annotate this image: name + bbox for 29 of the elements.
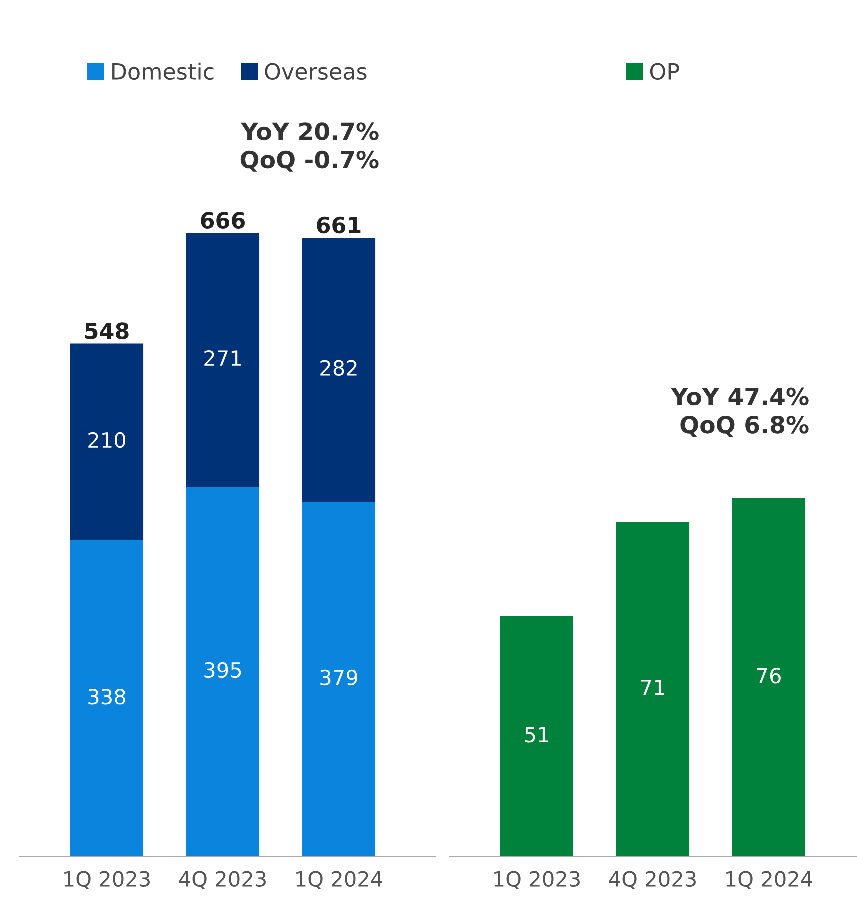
total-label: 661 — [317, 216, 361, 234]
data-label: 76 — [757, 668, 781, 684]
total-label: 666 — [201, 212, 245, 229]
legend-label: OP — [650, 63, 680, 80]
data-label: 51 — [525, 727, 548, 743]
data-label: 71 — [641, 680, 664, 696]
x-tick-label: 1Q 2023 — [64, 871, 150, 890]
data-label: 338 — [88, 689, 126, 705]
bar — [302, 238, 376, 502]
x-tick-label: 1Q 2023 — [494, 871, 580, 890]
data-label: 395 — [204, 662, 242, 678]
bar — [70, 540, 144, 857]
x-tick-label: 4Q 2023 — [609, 871, 696, 890]
data-label: 210 — [88, 432, 126, 448]
bar — [302, 502, 376, 857]
bar — [186, 487, 260, 857]
x-tick-label: 4Q 2023 — [179, 871, 266, 890]
data-label: 282 — [320, 360, 357, 376]
bar — [70, 344, 144, 540]
legend-label: Domestic — [112, 62, 214, 80]
text: YoY 20.7% QoQ -0.7% — [240, 122, 379, 172]
data-label: 379 — [320, 670, 358, 686]
legend-label: Overseas — [265, 63, 367, 80]
x-tick-label: 1Q 2024 — [296, 871, 382, 890]
text: YoY 47.4% QoQ 6.8% — [670, 388, 809, 437]
bar — [186, 233, 260, 488]
data-label: 271 — [204, 350, 241, 366]
x-tick-label: 1Q 2024 — [726, 871, 812, 890]
total-label: 548 — [86, 322, 129, 340]
